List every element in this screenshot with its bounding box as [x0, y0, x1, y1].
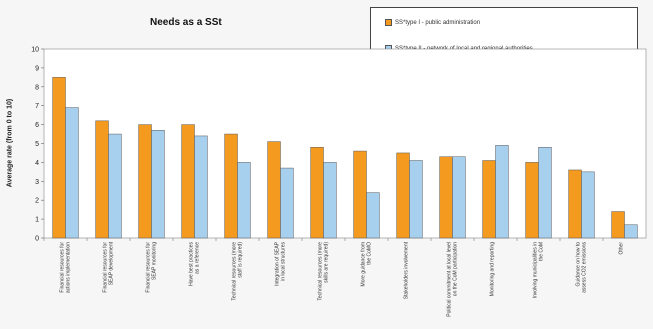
- y-tick-label: 3: [35, 179, 39, 186]
- x-tick-label: Involving municipalities inthe CoM: [533, 242, 545, 299]
- x-tick-label: Financial resources forSEAP monitoring: [146, 242, 158, 293]
- x-tick-label: Other: [619, 242, 625, 255]
- bar-1-11: [482, 160, 496, 239]
- bar-2-14: [624, 224, 638, 239]
- bar-2-10: [452, 156, 466, 239]
- y-tick-label: 1: [35, 217, 39, 224]
- y-tick-label: 7: [35, 103, 39, 110]
- bar-1-1: [52, 77, 66, 239]
- x-tick-label: Financial resources foractions implement…: [60, 242, 72, 293]
- legend-swatch-series-1: [385, 19, 392, 26]
- y-tick-label: 4: [35, 160, 39, 167]
- x-tick-label: Financial resources forSEAP development: [103, 241, 115, 292]
- bar-2-7: [323, 162, 337, 239]
- bar-1-12: [525, 162, 539, 239]
- y-tick-label: 6: [35, 122, 39, 129]
- y-tick-label: 8: [35, 84, 39, 91]
- bar-2-2: [108, 133, 122, 239]
- y-tick-label: 0: [35, 236, 39, 243]
- bar-2-5: [237, 162, 251, 239]
- x-tick-label: Stakeholders involvement: [404, 241, 410, 299]
- bar-1-6: [267, 141, 281, 239]
- x-tick-label: Monitoring and reporting: [490, 242, 496, 296]
- bar-1-14: [611, 211, 625, 239]
- bar-1-7: [310, 147, 324, 239]
- chart-title: Needs as a SSt: [150, 17, 222, 28]
- bar-2-1: [65, 107, 79, 239]
- x-tick-label: Have best practicesas a reference: [189, 242, 201, 286]
- bar-2-12: [538, 147, 552, 239]
- x-tick-label: Guidance on how toassess CO2 emissions: [576, 242, 588, 293]
- bar-1-4: [181, 124, 195, 239]
- x-tick-label: Technical resources (moreskills are requ…: [318, 242, 330, 301]
- x-tick-label: More guidance fromthe CoMO: [361, 242, 373, 287]
- bar-1-8: [353, 150, 367, 239]
- bar-2-6: [280, 167, 294, 239]
- bar-1-2: [95, 120, 109, 239]
- y-tick-label: 2: [35, 198, 39, 205]
- y-tick-label: 9: [35, 65, 39, 72]
- legend-label-series-2: SS*type II - network of local and region…: [395, 45, 533, 52]
- x-tick-label: Technical resources (morestaff is requir…: [232, 242, 244, 301]
- bar-1-9: [396, 152, 410, 239]
- bar-2-13: [581, 171, 595, 239]
- x-tick-label: Integration of SEAPin local structures: [275, 241, 287, 286]
- bar-2-8: [366, 192, 380, 239]
- bar-1-10: [439, 156, 453, 239]
- x-tick-label: Political commitment at local levelon th…: [447, 242, 459, 317]
- bar-2-11: [495, 145, 509, 239]
- bar-2-4: [194, 135, 208, 239]
- bar-1-3: [138, 124, 152, 239]
- bar-2-9: [409, 160, 423, 239]
- y-tick-label: 5: [35, 141, 39, 148]
- legend-item-series-1: SS*type I - public administration: [385, 19, 480, 26]
- y-tick-label: 10: [31, 47, 39, 54]
- plot-area: [43, 48, 647, 239]
- bar-2-3: [151, 130, 165, 239]
- bar-1-13: [568, 169, 582, 239]
- legend-label-series-1: SS*type I - public administration: [395, 19, 481, 26]
- bar-1-5: [224, 133, 238, 239]
